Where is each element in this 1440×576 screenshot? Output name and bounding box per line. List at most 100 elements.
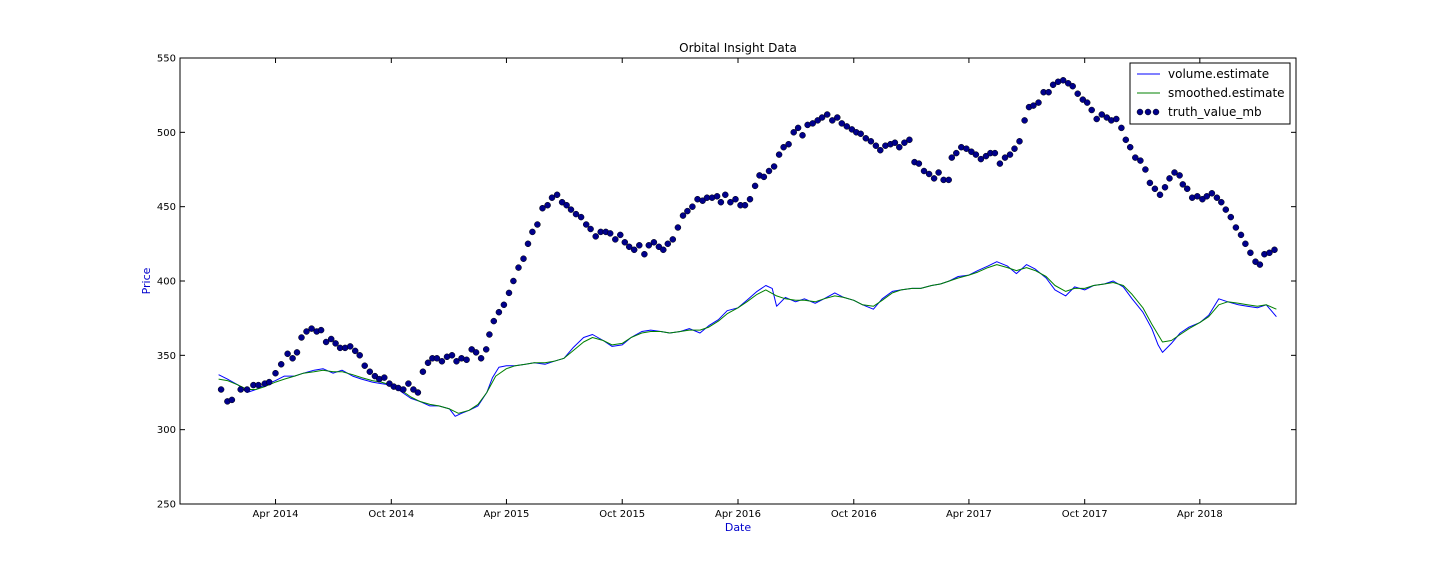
- data-point: [625, 243, 633, 251]
- data-point: [351, 347, 359, 355]
- data-point: [968, 148, 975, 155]
- data-point: [1271, 246, 1278, 254]
- data-point: [1266, 249, 1273, 257]
- series-layer: [217, 77, 1278, 417]
- data-point: [818, 114, 826, 121]
- data-point: [553, 191, 561, 199]
- data-point: [500, 301, 508, 309]
- data-point: [617, 231, 624, 239]
- data-point: [1156, 191, 1164, 199]
- data-point: [356, 352, 363, 359]
- data-point: [582, 221, 590, 228]
- y-tick-label: 300: [157, 425, 176, 436]
- data-point: [400, 386, 407, 393]
- data-point: [896, 143, 903, 151]
- data-point: [558, 198, 566, 206]
- data-point: [567, 206, 575, 213]
- data-point: [1247, 249, 1254, 257]
- data-point: [982, 152, 990, 160]
- data-point: [877, 146, 884, 154]
- data-point: [243, 386, 251, 393]
- data-point: [1059, 77, 1067, 84]
- data-point: [794, 124, 802, 132]
- data-point: [1093, 115, 1100, 123]
- data-point: [361, 362, 368, 369]
- data-point: [1035, 99, 1042, 106]
- data-point: [722, 191, 729, 199]
- data-point: [486, 331, 493, 338]
- data-point: [1142, 166, 1149, 173]
- data-point: [587, 225, 594, 233]
- y-tick-label: 400: [157, 277, 176, 288]
- data-point: [732, 195, 739, 203]
- data-point: [1064, 80, 1072, 87]
- data-point: [1179, 181, 1187, 188]
- legend-swatch: [1144, 108, 1152, 116]
- data-point: [1256, 261, 1264, 268]
- data-point: [237, 386, 244, 393]
- data-point: [265, 378, 273, 386]
- data-point: [920, 167, 928, 175]
- data-point: [760, 173, 768, 181]
- data-point: [289, 355, 296, 362]
- data-point: [1030, 102, 1037, 109]
- data-point: [1132, 154, 1139, 161]
- data-point: [284, 350, 291, 358]
- data-point: [524, 240, 532, 248]
- data-point: [630, 246, 638, 254]
- data-point: [891, 139, 899, 146]
- x-axis-ticks: Apr 2014 Oct 2014 Apr 2015 Oct 2015 Apr 2016…: [253, 58, 1223, 520]
- data-point: [809, 120, 816, 127]
- legend-label: truth_value_mb: [1168, 105, 1262, 119]
- data-point: [1113, 115, 1120, 123]
- chart-title: Orbital Insight Data: [679, 41, 797, 55]
- data-point: [272, 369, 279, 377]
- data-point: [906, 136, 913, 144]
- data-point: [641, 250, 648, 258]
- data-point: [438, 358, 446, 365]
- legend-label: volume.estimate: [1168, 67, 1269, 81]
- data-point: [977, 155, 985, 163]
- x-tick-label: Oct 2016: [831, 509, 877, 520]
- data-point: [645, 242, 653, 249]
- data-point: [490, 317, 498, 325]
- data-point: [765, 167, 773, 175]
- data-point: [371, 372, 379, 380]
- data-point: [510, 277, 517, 285]
- data-point: [1183, 185, 1191, 193]
- data-point: [838, 120, 846, 127]
- data-point: [592, 233, 599, 240]
- data-point: [303, 328, 310, 335]
- data-point: [572, 210, 580, 218]
- data-point: [857, 130, 864, 138]
- data-point: [1242, 240, 1249, 248]
- plot-area: [179, 57, 1297, 505]
- legend-item-truth-value-mb: truth_value_mb: [1136, 105, 1262, 119]
- data-point: [228, 396, 236, 404]
- data-point: [867, 138, 875, 145]
- data-point: [1237, 231, 1245, 239]
- data-point: [332, 340, 339, 347]
- data-point: [1006, 151, 1014, 158]
- data-point: [1203, 193, 1211, 200]
- data-point: [1021, 117, 1028, 124]
- data-point: [935, 169, 942, 176]
- data-point: [386, 380, 393, 387]
- data-point: [414, 389, 422, 396]
- data-point: [996, 160, 1004, 167]
- data-point: [1001, 154, 1009, 161]
- data-point: [1069, 82, 1076, 90]
- data-point: [1171, 169, 1178, 176]
- data-point: [699, 197, 706, 204]
- data-point: [674, 224, 682, 231]
- data-point: [346, 343, 354, 350]
- data-point: [298, 334, 305, 341]
- data-point: [1137, 157, 1144, 164]
- data-point: [727, 198, 734, 206]
- data-point: [217, 386, 225, 393]
- data-point: [1218, 198, 1225, 206]
- data-point: [293, 349, 301, 356]
- data-point: [872, 142, 880, 149]
- data-point: [925, 170, 933, 178]
- data-point: [482, 346, 490, 353]
